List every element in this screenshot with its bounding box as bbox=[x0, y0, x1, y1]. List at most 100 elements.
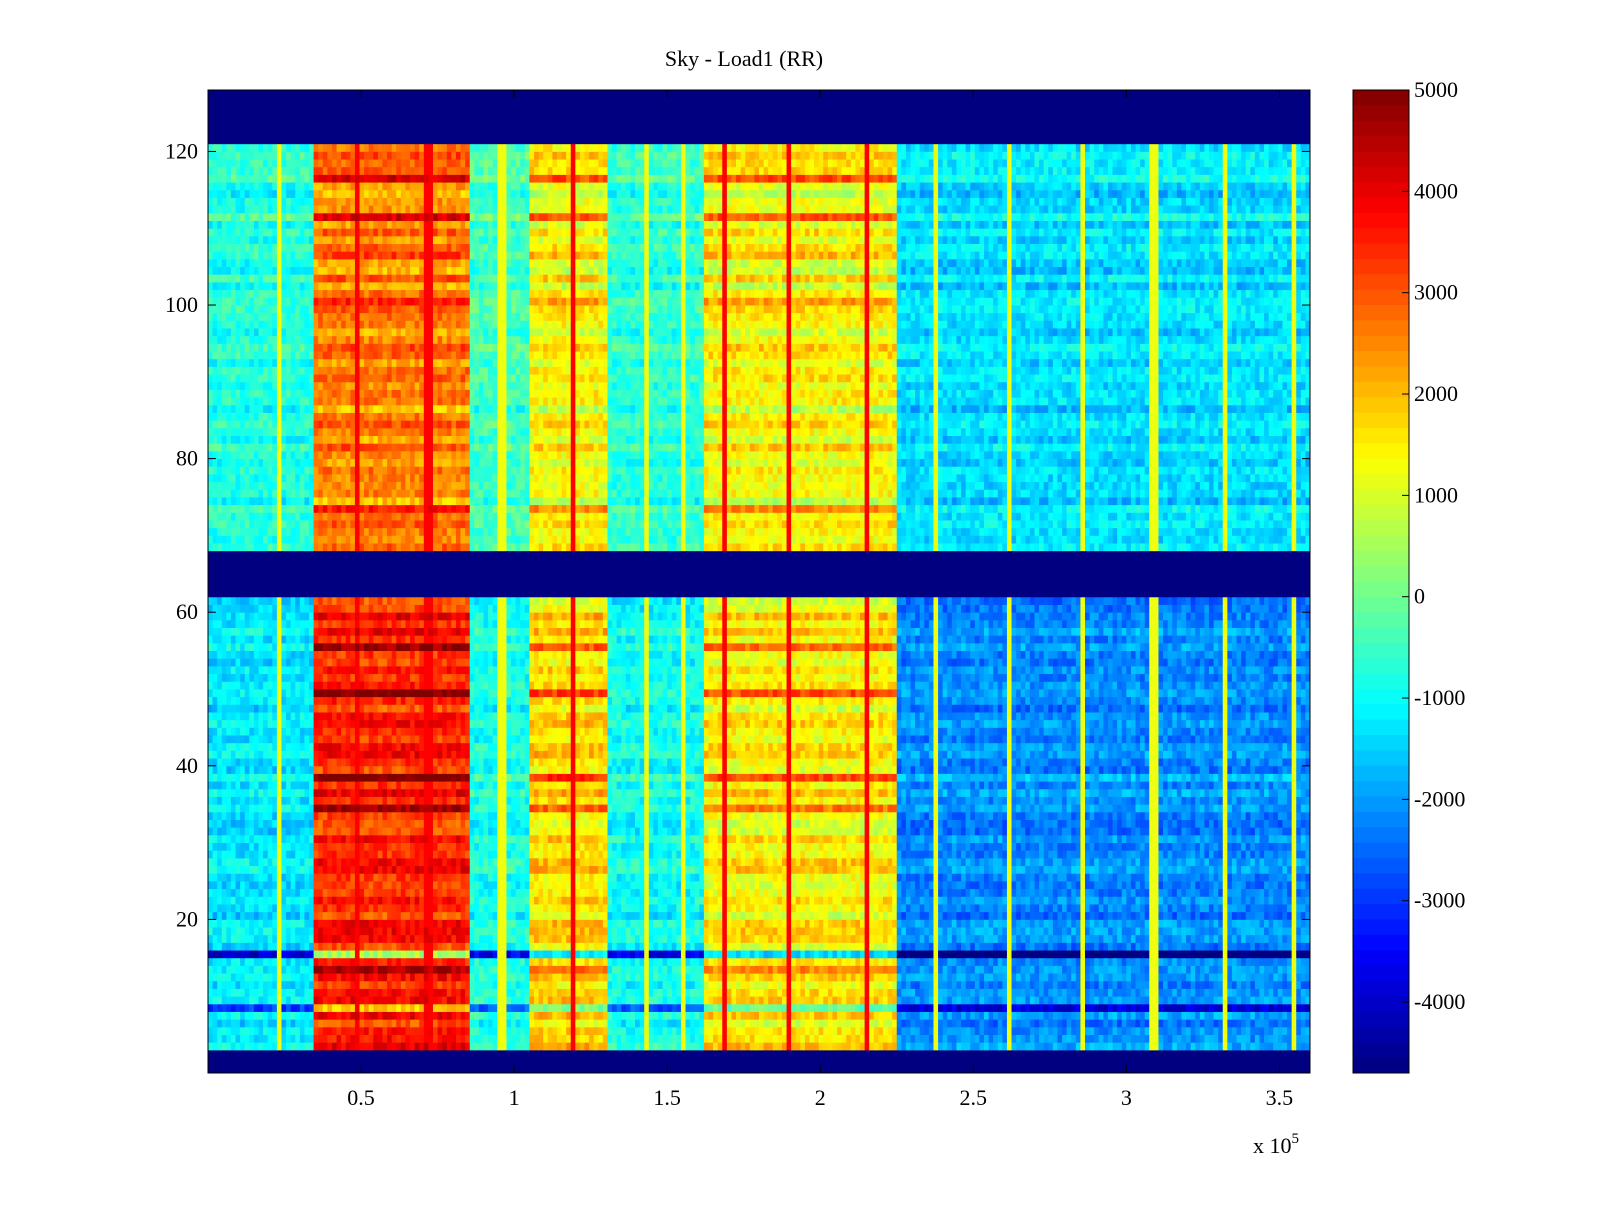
heatmap-cell bbox=[442, 1027, 447, 1035]
heatmap-cell bbox=[1172, 1065, 1177, 1073]
heatmap-cell bbox=[1080, 1042, 1085, 1050]
heatmap-cell bbox=[451, 1027, 456, 1035]
heatmap-cell bbox=[1292, 1035, 1297, 1043]
heatmap-cell bbox=[314, 1050, 319, 1058]
heatmap-cell bbox=[846, 1065, 851, 1073]
heatmap-cell bbox=[585, 1058, 590, 1066]
heatmap-cell bbox=[667, 1035, 672, 1043]
heatmap-cell bbox=[800, 1058, 805, 1066]
heatmap-cell bbox=[438, 1065, 443, 1073]
heatmap-cell bbox=[529, 1050, 534, 1058]
heatmap-cell bbox=[796, 1035, 801, 1043]
heatmap-cell bbox=[832, 1042, 837, 1050]
heatmap-cell bbox=[754, 1058, 759, 1066]
heatmap-cell bbox=[819, 1042, 824, 1050]
heatmap-cell bbox=[1154, 1050, 1159, 1058]
heatmap-cell bbox=[644, 1035, 649, 1043]
heatmap-cell bbox=[649, 1065, 654, 1073]
heatmap-cell bbox=[300, 1058, 305, 1066]
heatmap-cell bbox=[1209, 1050, 1214, 1058]
heatmap-cell bbox=[415, 1065, 420, 1073]
heatmap-cell bbox=[676, 1065, 681, 1073]
heatmap-cell bbox=[768, 1042, 773, 1050]
heatmap-cell bbox=[1246, 1065, 1251, 1073]
heatmap-cell bbox=[222, 1065, 227, 1073]
heatmap-cell bbox=[1264, 1058, 1269, 1066]
heatmap-cell bbox=[878, 1058, 883, 1066]
heatmap-cell bbox=[874, 1058, 879, 1066]
heatmap-cell bbox=[814, 1058, 819, 1066]
heatmap-cell bbox=[727, 1042, 732, 1050]
heatmap-cell bbox=[1035, 1065, 1040, 1073]
heatmap-cell bbox=[332, 1050, 337, 1058]
heatmap-cell bbox=[1016, 1058, 1021, 1066]
heatmap-cell bbox=[382, 1027, 387, 1035]
heatmap-cell bbox=[621, 1058, 626, 1066]
heatmap-cell bbox=[1186, 1035, 1191, 1043]
heatmap-cell bbox=[442, 1042, 447, 1050]
heatmap-cell bbox=[943, 1065, 948, 1073]
heatmap-cell bbox=[520, 1065, 525, 1073]
heatmap-cell bbox=[630, 1035, 635, 1043]
heatmap-cell bbox=[878, 1042, 883, 1050]
heatmap-cell bbox=[1218, 1042, 1223, 1050]
heatmap-cell bbox=[364, 1050, 369, 1058]
heatmap-cell bbox=[640, 1058, 645, 1066]
heatmap-cell bbox=[470, 1027, 475, 1035]
heatmap-cell bbox=[938, 1065, 943, 1073]
heatmap-cell bbox=[653, 1050, 658, 1058]
heatmap-cell bbox=[741, 1065, 746, 1073]
heatmap-cell bbox=[277, 1065, 282, 1073]
heatmap-cell bbox=[217, 1035, 222, 1043]
heatmap-cell bbox=[892, 1050, 897, 1058]
heatmap-cell bbox=[993, 1050, 998, 1058]
heatmap-cell bbox=[240, 1050, 245, 1058]
heatmap-cell bbox=[309, 1042, 314, 1050]
heatmap-cell bbox=[777, 1035, 782, 1043]
heatmap-cell bbox=[1223, 1050, 1228, 1058]
heatmap-cell bbox=[635, 1058, 640, 1066]
heatmap-cell bbox=[226, 1050, 231, 1058]
heatmap-cell bbox=[607, 1035, 612, 1043]
heatmap-cell bbox=[718, 1058, 723, 1066]
heatmap-cell bbox=[364, 1058, 369, 1066]
heatmap-cell bbox=[327, 1042, 332, 1050]
heatmap-cell bbox=[961, 1050, 966, 1058]
heatmap-cell bbox=[396, 1027, 401, 1035]
heatmap-cell bbox=[1191, 1058, 1196, 1066]
heatmap-cell bbox=[667, 1058, 672, 1066]
heatmap-cell bbox=[525, 1065, 530, 1073]
heatmap-cell bbox=[727, 1065, 732, 1073]
heatmap-cell bbox=[281, 1065, 286, 1073]
heatmap-cell bbox=[419, 1042, 424, 1050]
heatmap-cell bbox=[1227, 1058, 1232, 1066]
heatmap-cell bbox=[451, 1058, 456, 1066]
heatmap-cell bbox=[979, 1065, 984, 1073]
heatmap-cell bbox=[208, 1058, 213, 1066]
heatmap-cell bbox=[291, 1058, 296, 1066]
heatmap-cell bbox=[901, 1050, 906, 1058]
heatmap-cell bbox=[1016, 1050, 1021, 1058]
heatmap-cell bbox=[497, 1027, 502, 1035]
heatmap-cell bbox=[543, 1065, 548, 1073]
heatmap-cell bbox=[396, 1065, 401, 1073]
heatmap-cell bbox=[791, 1035, 796, 1043]
heatmap-cell bbox=[855, 1065, 860, 1073]
heatmap-cell bbox=[502, 1058, 507, 1066]
heatmap-cell bbox=[745, 1050, 750, 1058]
heatmap-cell bbox=[1227, 1050, 1232, 1058]
heatmap-cell bbox=[268, 1050, 273, 1058]
heatmap-cell bbox=[484, 1058, 489, 1066]
heatmap-cell bbox=[373, 1042, 378, 1050]
heatmap-cell bbox=[387, 1027, 392, 1035]
heatmap-cell bbox=[883, 1042, 888, 1050]
heatmap-cell bbox=[1085, 1050, 1090, 1058]
heatmap-cell bbox=[571, 1027, 576, 1035]
heatmap-cell bbox=[364, 1027, 369, 1035]
heatmap-cell bbox=[557, 1058, 562, 1066]
heatmap-cell bbox=[286, 1050, 291, 1058]
heatmap-cell bbox=[1057, 1042, 1062, 1050]
heatmap-cell bbox=[989, 1042, 994, 1050]
heatmap-cell bbox=[291, 1042, 296, 1050]
heatmap-cell bbox=[708, 1050, 713, 1058]
